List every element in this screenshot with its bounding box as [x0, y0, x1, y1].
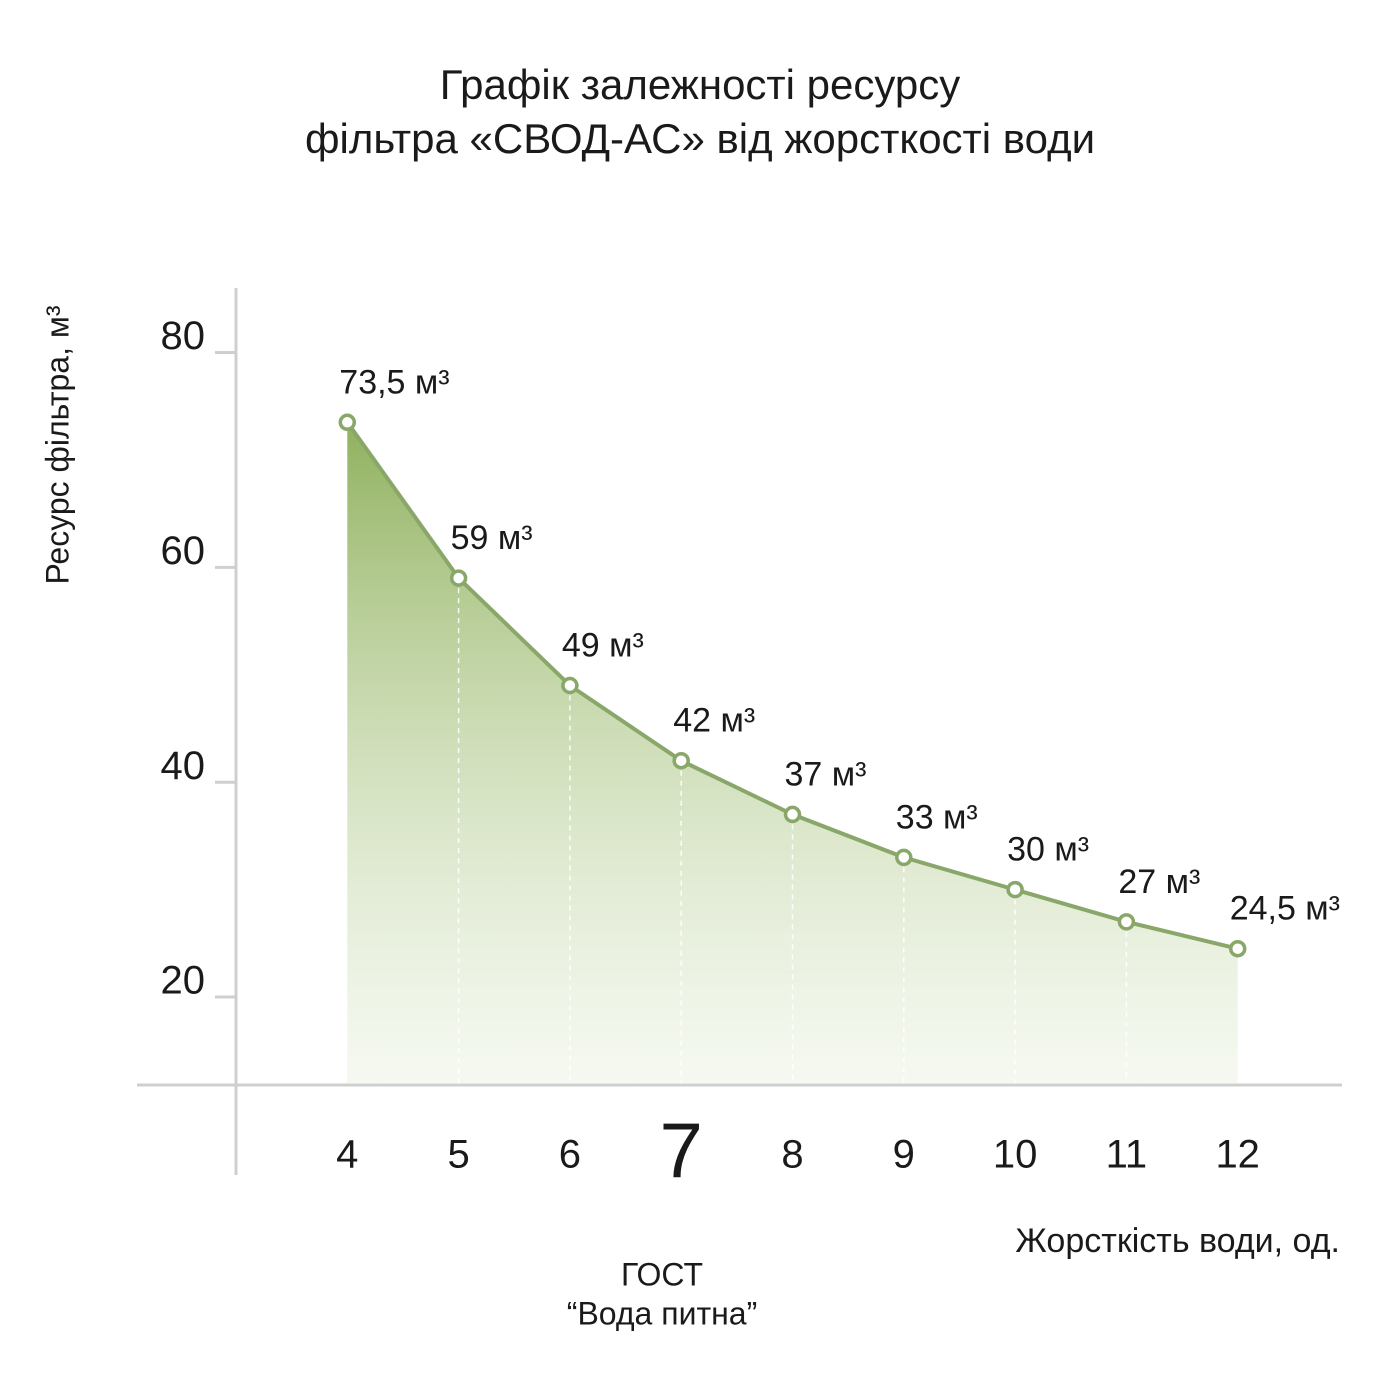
y-tick-label: 40 — [161, 744, 206, 788]
x-tick-label: 8 — [781, 1133, 803, 1177]
y-tick-label: 80 — [161, 314, 206, 358]
x-tick-label: 4 — [336, 1133, 358, 1177]
point — [1117, 913, 1136, 931]
data-label: 42 м³ — [673, 702, 755, 740]
x-tick-label: 9 — [893, 1133, 915, 1177]
chart-title: Графік залежності ресурсу — [440, 61, 961, 108]
data-label: 73,5 м³ — [339, 363, 449, 401]
x-tick-label: 12 — [1215, 1133, 1260, 1177]
point — [1006, 880, 1024, 899]
x-tick-label: 10 — [993, 1133, 1038, 1177]
x-tick-label: 7 — [660, 1107, 703, 1195]
point — [672, 751, 690, 770]
y-tick-label: 20 — [161, 959, 206, 1003]
point — [338, 413, 357, 432]
y-axis-label: Ресурс фільтра, м³ — [39, 305, 75, 584]
annotation: ГОСТ — [621, 1256, 703, 1292]
y-tick-label: 60 — [161, 529, 206, 573]
point — [783, 805, 802, 824]
x-tick-label: 5 — [447, 1133, 469, 1177]
point — [449, 569, 468, 587]
annotation: “Вода питна” — [567, 1295, 757, 1331]
data-label: 27 м³ — [1118, 863, 1200, 901]
x-axis-label: Жорсткість води, од. — [1015, 1222, 1340, 1260]
data-label: 37 м³ — [785, 755, 867, 793]
chart-title: фільтра «СВОД-АС» від жорсткості води — [305, 115, 1095, 162]
point — [1228, 939, 1247, 958]
x-tick-label: 6 — [559, 1133, 581, 1177]
data-label: 33 м³ — [896, 798, 978, 836]
data-label: 59 м³ — [451, 519, 533, 557]
point — [561, 676, 579, 695]
data-label: 49 м³ — [562, 626, 644, 664]
x-tick-label: 11 — [1106, 1133, 1148, 1177]
data-label: 30 м³ — [1007, 831, 1089, 869]
point — [895, 848, 913, 867]
data-label: 24,5 м³ — [1230, 890, 1340, 928]
